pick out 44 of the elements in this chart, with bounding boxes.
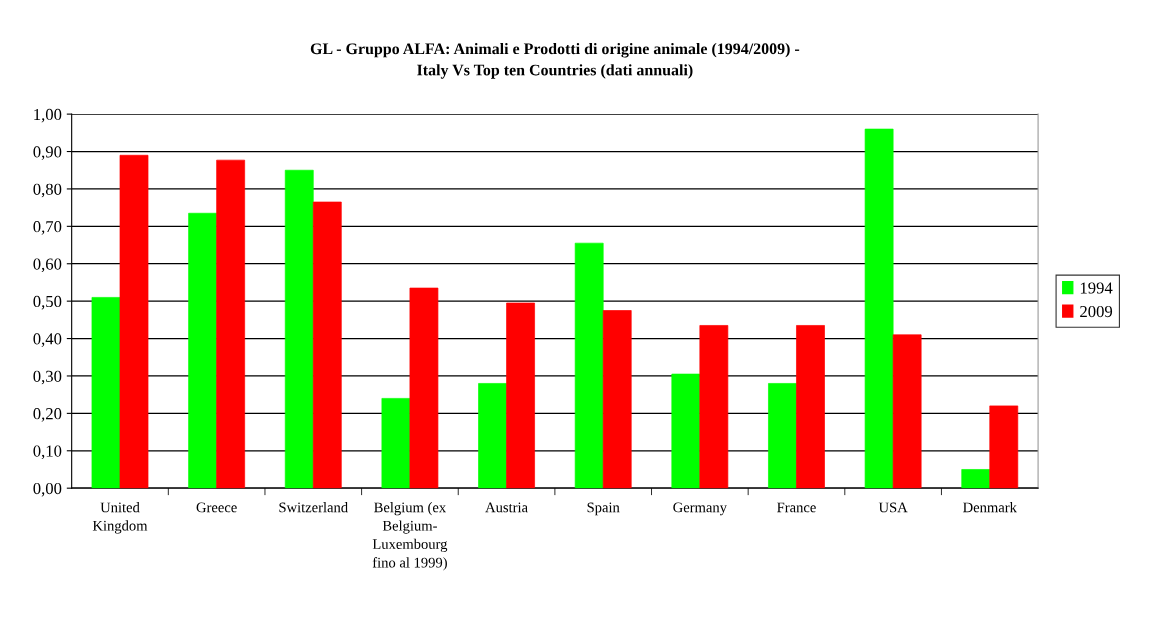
bar [699, 325, 729, 489]
y-tick-label: 0,30 [33, 370, 62, 385]
y-tick-label: 0,70 [33, 221, 62, 235]
x-tick-label: Spain [587, 502, 620, 516]
bar [478, 383, 507, 489]
x-tick-label: Denmark [963, 502, 1017, 513]
y-tick-label: 0,90 [33, 146, 62, 160]
legend-label: 2009 [1080, 305, 1113, 318]
y-tick-label: 0,60 [33, 258, 62, 273]
bar [284, 169, 314, 489]
bar [602, 310, 632, 489]
bar [671, 373, 701, 489]
x-tick-label: Switzerland [279, 502, 348, 513]
y-tick-label: 0,20 [33, 408, 62, 422]
x-tick-label: France [777, 502, 816, 513]
bar [381, 398, 411, 489]
bar [768, 383, 797, 489]
chart-title: GL - Gruppo ALFA: Animali e Prodotti di origine animale (1994/2009) - Italy Vs Top ten Countries (dati annuali) [310, 42, 800, 79]
legend-label: 1994 [1080, 282, 1113, 294]
y-tick-label: 0,40 [33, 333, 62, 347]
x-tick-label: Greece [196, 502, 237, 513]
bar [506, 302, 535, 489]
bar [796, 325, 825, 489]
x-tick-label: Germany [673, 502, 727, 516]
y-tick-label: 1,00 [34, 108, 62, 123]
bar [892, 334, 922, 489]
bar [312, 201, 342, 489]
bar [989, 405, 1019, 489]
bar [188, 212, 217, 489]
bar [409, 287, 439, 489]
bar [91, 297, 121, 489]
y-tick-label: 0,10 [33, 445, 62, 460]
y-tick-label: 0,00 [33, 482, 62, 497]
x-tick-label: Belgium (ex Belgium- Luxembourg fino al 1999) [372, 502, 448, 571]
bar [216, 159, 246, 489]
y-tick-label: 0,80 [33, 183, 62, 198]
y-tick-label: 0,50 [33, 295, 62, 310]
x-tick-label: United Kingdom [92, 502, 148, 534]
x-tick-label: Austria [485, 502, 528, 513]
bar [961, 469, 991, 489]
bar [864, 128, 894, 489]
x-tick-label: USA [878, 502, 908, 513]
bar [119, 154, 149, 489]
bar [574, 242, 604, 489]
